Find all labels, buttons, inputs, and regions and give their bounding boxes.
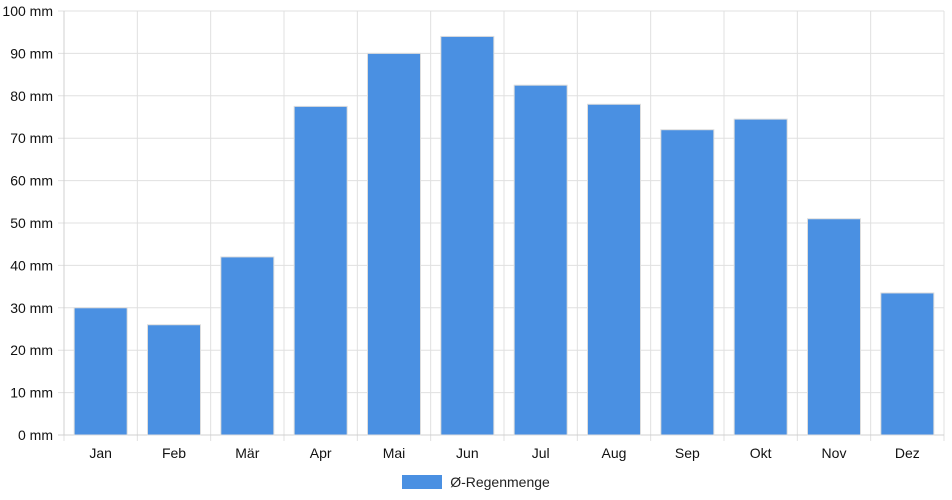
legend[interactable]: Ø-Regenmenge: [0, 470, 952, 494]
x-tick-label: Jan: [89, 445, 112, 461]
x-tick-label: Nov: [822, 445, 847, 461]
y-tick-label: 80 mm: [10, 88, 53, 104]
legend-label: Ø-Regenmenge: [450, 474, 550, 490]
bar-apr: [293, 105, 348, 436]
y-tick-label: 100 mm: [2, 3, 53, 19]
bar-nov: [807, 218, 861, 436]
x-tick-label: Mär: [235, 445, 259, 461]
bar-jun: [440, 35, 495, 436]
x-tick-label: Jul: [532, 445, 550, 461]
legend-swatch: [402, 475, 443, 489]
bar-jan: [73, 307, 128, 436]
x-tick-label: Dez: [895, 445, 920, 461]
y-tick-label: 40 mm: [10, 257, 53, 273]
x-tick-label: Jun: [456, 445, 479, 461]
bar-sep: [660, 129, 715, 436]
bar-jul: [513, 84, 568, 436]
y-tick-label: 20 mm: [10, 342, 53, 358]
x-tick-label: Mai: [383, 445, 406, 461]
y-tick-label: 0 mm: [18, 427, 53, 443]
chart-canvas: 0 mm 10 mm 20 mm 30 mm 40 mm 50 mm 60 mm 70 mm 8…: [2, 3, 945, 461]
x-tick-label: Apr: [310, 445, 332, 461]
bar-aug: [587, 103, 641, 436]
bar-dez: [880, 292, 935, 436]
bar-mär: [220, 256, 275, 436]
y-tick-label: 60 mm: [10, 173, 53, 189]
y-tick-label: 90 mm: [10, 45, 53, 61]
bar-feb: [147, 324, 201, 436]
x-tick-label: Aug: [602, 445, 627, 461]
bar-mai: [367, 52, 421, 436]
y-tick-label: 50 mm: [10, 215, 53, 231]
x-tick-label: Feb: [162, 445, 186, 461]
y-tick-label: 30 mm: [10, 300, 53, 316]
bar-okt: [733, 118, 788, 436]
y-tick-label: 70 mm: [10, 130, 53, 146]
y-tick-label: 10 mm: [10, 385, 53, 401]
x-tick-label: Sep: [675, 445, 700, 461]
x-tick-label: Okt: [750, 445, 772, 461]
